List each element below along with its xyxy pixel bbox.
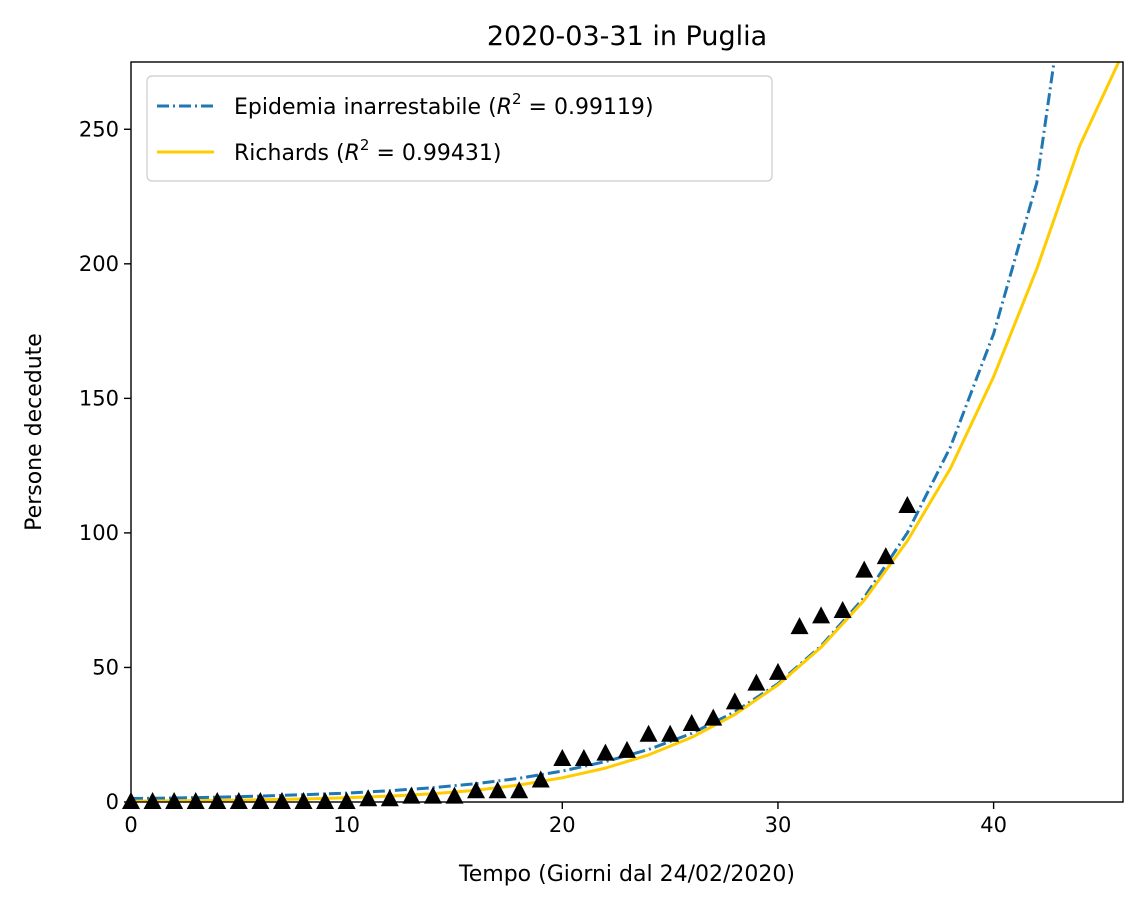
legend-name-richards: Richards [234,141,329,166]
legend-label-richards: Richards (R2 = 0.99431) [234,136,501,166]
legend-box [146,75,773,182]
data-point-marker [402,786,421,804]
data-point-marker [618,740,636,758]
data-point-marker [423,786,442,804]
data-point-marker [316,792,335,809]
data-markers [122,496,917,809]
legend-r2-value-richards: = 0.99431 [376,141,492,166]
data-point-marker [574,748,593,766]
legend-r2-symbol-epidemia: R [497,95,512,120]
legend-r2-value-epidemia: = 0.99119 [529,95,645,120]
data-point-marker [294,792,313,809]
y-tick-label: 50 [92,655,119,679]
y-tick-label: 100 [79,521,119,545]
plot-frame [130,61,1124,803]
data-point-marker [510,781,529,799]
data-point-marker [639,724,658,742]
series-line-epidemia [131,62,1056,800]
data-point-marker [186,792,205,809]
legend-name-epidemia: Epidemia inarrestabile [234,95,481,120]
data-point-marker [833,600,852,618]
legend-r2-exponent-richards: 2 [360,136,370,154]
data-point-marker [165,792,184,809]
data-point-marker [876,547,895,565]
data-point-marker [898,496,917,513]
data-point-marker [855,560,874,578]
x-axis-label: Tempo (Giorni dal 24/02/2020) [458,862,795,887]
y-tick-label: 250 [79,117,119,141]
data-point-marker [467,781,486,799]
data-point-marker [337,792,356,809]
data-point-marker [208,792,227,809]
y-tick-label: 0 [106,790,119,814]
chart-title: 2020-03-31 in Puglia [487,21,767,52]
data-point-marker [229,792,248,809]
y-axis-ticks: 0 50 100 150 200 250 [79,117,131,814]
data-point-marker [704,708,723,726]
data-point-marker [768,662,787,680]
data-point-marker [143,792,162,809]
data-point-marker [553,748,572,766]
data-point-marker [812,606,831,624]
x-tick-label: 10 [333,813,360,837]
data-point-marker [661,724,680,742]
x-tick-label: 40 [980,813,1007,837]
x-tick-label: 30 [765,813,792,837]
data-point-marker [251,792,270,809]
data-point-marker [790,617,809,635]
data-point-marker [747,673,766,691]
data-point-marker [531,770,550,788]
data-point-marker [596,743,615,761]
series-lines [131,62,1121,802]
y-axis-label: Persone decedute [22,333,47,531]
data-point-marker [725,692,744,710]
x-axis-ticks: 0 10 20 30 40 [124,802,1007,837]
data-point-marker [488,781,507,799]
y-tick-label: 150 [79,386,119,410]
y-tick-label: 200 [79,252,119,276]
x-tick-label: 20 [549,813,576,837]
data-point-marker [272,792,291,809]
data-point-marker [682,713,701,731]
legend-r2-symbol-richards: R [345,141,360,166]
legend-label-epidemia: Epidemia inarrestabile (R2 = 0.99119) [234,90,654,120]
legend: Epidemia inarrestabile (R2 = 0.99119) Ri… [146,75,773,182]
series-line-richards [131,62,1121,802]
legend-r2-exponent-epidemia: 2 [512,90,522,108]
x-tick-label: 0 [124,813,137,837]
data-point-marker [445,786,464,804]
